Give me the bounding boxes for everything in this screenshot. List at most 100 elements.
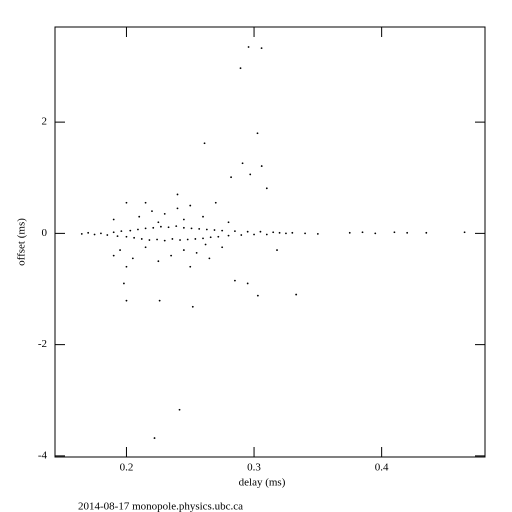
point (253, 233, 255, 236)
point (160, 225, 162, 228)
point (213, 229, 216, 231)
point (406, 231, 409, 234)
point (221, 229, 224, 232)
plot-frame (54, 26, 486, 458)
point (163, 213, 166, 215)
point (272, 231, 275, 234)
point (260, 165, 263, 167)
point (217, 235, 220, 238)
point (221, 246, 224, 249)
y-tick-label: -2 (38, 338, 47, 350)
point (119, 249, 121, 251)
point (182, 226, 185, 229)
point (112, 231, 115, 234)
point (144, 201, 147, 204)
point (144, 227, 147, 230)
point (246, 282, 249, 285)
point (93, 233, 96, 236)
point (163, 239, 166, 242)
point (239, 67, 242, 70)
point (152, 226, 155, 229)
point (463, 231, 466, 234)
point (151, 210, 153, 213)
point (249, 173, 252, 176)
point (393, 231, 396, 234)
point (234, 279, 236, 282)
point (316, 233, 319, 235)
point (265, 187, 268, 190)
point (195, 251, 198, 254)
point (194, 238, 197, 240)
point (170, 254, 173, 257)
point (138, 215, 141, 218)
point (246, 230, 249, 233)
x-tick-label: 0.2 (120, 462, 134, 474)
point (191, 305, 194, 308)
point (120, 230, 123, 233)
point (182, 249, 185, 251)
point (198, 228, 201, 230)
point (227, 221, 230, 224)
point (204, 243, 207, 246)
point (156, 238, 158, 241)
point (230, 176, 232, 179)
point (112, 254, 115, 257)
point (202, 237, 204, 240)
point (276, 249, 278, 251)
point (285, 232, 287, 235)
point (182, 218, 185, 221)
point (158, 299, 161, 302)
x-tick-label: 0.3 (247, 462, 261, 474)
point (125, 299, 128, 302)
point (175, 225, 178, 228)
point (278, 231, 281, 234)
point (190, 227, 193, 230)
point (176, 193, 179, 196)
point (256, 294, 259, 297)
x-tick-label: 0.4 (375, 462, 389, 474)
point (153, 437, 156, 439)
x-axis-label: delay (ms) (239, 477, 286, 489)
point (129, 229, 132, 232)
point (247, 46, 250, 48)
point (425, 231, 428, 234)
point (125, 235, 128, 238)
point (227, 234, 230, 237)
point (214, 201, 217, 204)
y-axis-label: offset (ms) (16, 218, 28, 266)
point (241, 162, 244, 165)
point (87, 231, 90, 234)
point (203, 142, 206, 145)
y-tick-label: -4 (38, 449, 48, 461)
point (209, 236, 212, 239)
point (259, 230, 262, 233)
point (140, 238, 143, 240)
point (157, 221, 160, 224)
point (106, 234, 109, 236)
point (133, 236, 136, 239)
y-tick-label: 2 (42, 116, 48, 128)
point (265, 233, 268, 236)
point (157, 260, 160, 263)
point (100, 232, 102, 235)
point (123, 282, 125, 285)
point (131, 257, 134, 260)
point (295, 293, 298, 296)
point (374, 232, 377, 235)
point (80, 233, 83, 235)
point (208, 257, 211, 260)
point (348, 231, 351, 234)
point (304, 232, 306, 235)
point (186, 238, 189, 241)
point (116, 235, 119, 238)
point (176, 207, 179, 210)
point (189, 265, 192, 268)
point (125, 265, 128, 268)
point (148, 239, 151, 241)
point (179, 239, 181, 241)
point (256, 132, 259, 135)
point (202, 215, 204, 218)
footer: 2014-08-17 monopole.physics.ubc.ca (78, 501, 243, 512)
point (125, 201, 128, 204)
